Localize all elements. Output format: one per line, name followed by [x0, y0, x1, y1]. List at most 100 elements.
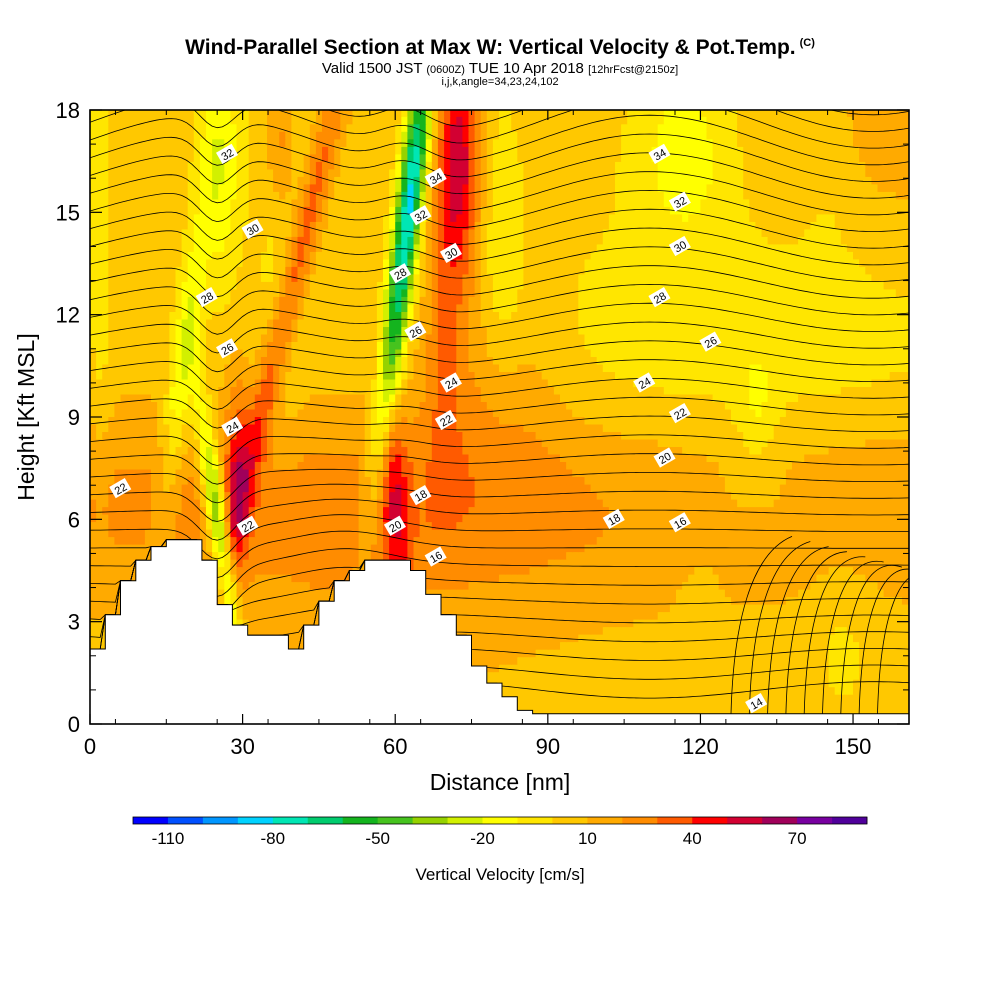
velocity-cell — [218, 506, 225, 515]
velocity-cell — [828, 461, 836, 470]
velocity-cell — [645, 611, 653, 620]
velocity-cell — [450, 588, 457, 598]
velocity-cell — [706, 603, 714, 613]
velocity-cell — [615, 498, 622, 508]
velocity-cell — [456, 453, 464, 462]
velocity-cell — [846, 709, 854, 718]
velocity-cell — [706, 461, 714, 470]
velocity-cell — [706, 611, 714, 620]
velocity-cell — [828, 536, 836, 545]
velocity-cell — [663, 528, 671, 538]
velocity-cell — [743, 506, 750, 515]
velocity-cell — [486, 453, 494, 462]
velocity-cell — [96, 506, 103, 515]
velocity-cell — [688, 551, 695, 560]
velocity-cell — [444, 528, 451, 538]
velocity-cell — [560, 491, 567, 500]
velocity-cell — [102, 536, 109, 545]
velocity-cell — [218, 453, 225, 462]
velocity-cell — [309, 558, 317, 568]
velocity-cell — [840, 596, 848, 605]
velocity-cell — [798, 506, 805, 515]
velocity-cell — [883, 701, 891, 710]
velocity-cell — [230, 498, 238, 508]
velocity-cell — [792, 461, 799, 470]
velocity-cell — [169, 446, 177, 455]
velocity-cell — [596, 513, 604, 523]
velocity-cell — [291, 536, 299, 545]
velocity-cell — [584, 709, 592, 718]
velocity-cell — [505, 551, 512, 560]
velocity-cell — [431, 453, 439, 462]
velocity-cell — [871, 498, 879, 508]
velocity-cell — [840, 701, 848, 710]
velocity-cell — [865, 641, 873, 650]
velocity-cell — [560, 641, 567, 650]
velocity-cell — [492, 633, 500, 643]
velocity-cell — [737, 566, 744, 575]
velocity-cell — [535, 618, 543, 628]
velocity-cell — [883, 461, 891, 470]
velocity-cell — [553, 513, 561, 523]
velocity-cell — [676, 709, 683, 718]
velocity-cell — [413, 506, 421, 515]
velocity-cell — [761, 649, 769, 658]
velocity-cell — [749, 679, 757, 688]
velocity-cell — [499, 603, 506, 613]
velocity-cell — [566, 588, 573, 598]
velocity-cell — [621, 483, 628, 493]
velocity-cell — [578, 671, 586, 680]
velocity-cell — [816, 701, 824, 710]
velocity-cell — [743, 671, 750, 680]
velocity-cell — [657, 611, 665, 620]
velocity-cell — [505, 513, 512, 523]
velocity-cell — [724, 506, 732, 515]
velocity-cell — [737, 461, 744, 470]
velocity-cell — [584, 476, 592, 485]
velocity-cell — [590, 483, 598, 493]
velocity-cell — [254, 626, 262, 635]
velocity-cell — [840, 603, 848, 613]
velocity-cell — [486, 506, 494, 515]
velocity-cell — [761, 618, 769, 628]
velocity-cell — [792, 694, 799, 703]
velocity-cell — [102, 528, 109, 538]
velocity-cell — [254, 461, 262, 470]
velocity-cell — [822, 566, 830, 575]
velocity-cell — [865, 521, 873, 530]
velocity-cell — [767, 701, 775, 710]
velocity-cell — [157, 536, 164, 545]
velocity-cell — [749, 588, 757, 598]
velocity-cell — [761, 664, 769, 673]
velocity-cell — [712, 633, 720, 643]
velocity-cell — [889, 649, 897, 658]
velocity-cell — [743, 641, 750, 650]
velocity-cell — [389, 498, 396, 508]
velocity-cell — [547, 603, 555, 613]
velocity-cell — [584, 551, 592, 560]
velocity-cell — [218, 596, 225, 605]
velocity-cell — [224, 581, 232, 590]
velocity-cell — [743, 618, 750, 628]
velocity-cell — [285, 611, 293, 620]
velocity-cell — [547, 618, 555, 628]
velocity-cell — [737, 641, 744, 650]
velocity-cell — [779, 656, 787, 665]
velocity-cell — [230, 536, 238, 545]
velocity-cell — [737, 603, 744, 613]
velocity-cell — [425, 573, 433, 583]
velocity-cell — [492, 528, 500, 538]
velocity-cell — [669, 536, 677, 545]
velocity-cell — [840, 626, 848, 635]
velocity-cell — [718, 558, 726, 568]
velocity-cell — [669, 671, 677, 680]
velocity-cell — [700, 491, 708, 500]
velocity-cell — [828, 491, 836, 500]
velocity-cell — [389, 476, 396, 485]
velocity-cell — [859, 679, 866, 688]
velocity-cell — [895, 588, 903, 598]
velocity-cell — [511, 476, 518, 485]
velocity-cell — [590, 528, 598, 538]
velocity-cell — [230, 483, 238, 493]
velocity-cell — [828, 498, 836, 508]
